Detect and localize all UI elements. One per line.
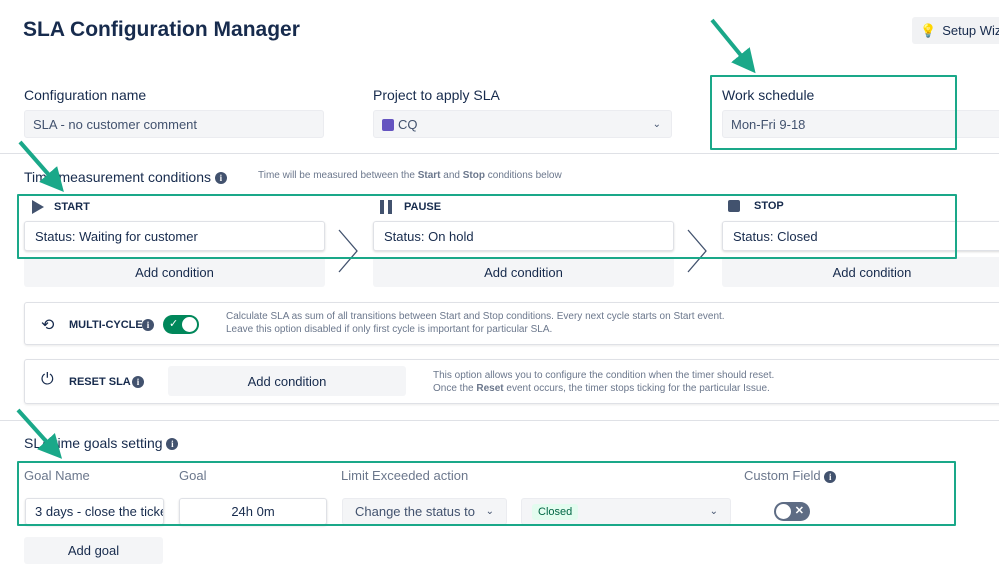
limit-action-value: Change the status to	[355, 504, 475, 519]
check-icon: ✓	[169, 318, 179, 330]
start-caption: START	[32, 200, 90, 214]
pause-condition[interactable]: Status: On hold	[373, 221, 674, 251]
reset-label: RESET SLA	[69, 376, 131, 388]
info-icon[interactable]: i	[214, 172, 227, 185]
goal-name-header: Goal Name	[24, 468, 90, 483]
add-goal-button[interactable]: Add goal	[24, 537, 163, 564]
pause-icon	[380, 200, 392, 214]
limit-action-header: Limit Exceeded action	[341, 468, 469, 483]
arrow-icon	[16, 408, 63, 459]
power-icon: ⏻	[41, 371, 54, 388]
page-title: SLA Configuration Manager	[23, 18, 300, 41]
close-icon: ✕	[794, 505, 804, 517]
chevron-down-icon: ⌄	[652, 118, 661, 130]
setup-wizard-label: Setup Wizard	[942, 23, 999, 38]
time-hint: Time will be measured between the Start …	[258, 170, 562, 181]
project-value: CQ	[398, 116, 418, 132]
reset-desc: This option allows you to configure the …	[433, 370, 775, 394]
highlight-box	[17, 461, 956, 526]
custom-field-toggle[interactable]: ✕	[774, 502, 810, 521]
project-select[interactable]: CQ ⌄	[373, 110, 672, 138]
chevron-down-icon: ⌄	[709, 506, 718, 517]
stop-condition[interactable]: Status: Closed	[722, 221, 999, 251]
highlight-box	[17, 194, 957, 259]
schedule-select[interactable]: Mon-Fri 9-18	[722, 110, 999, 138]
arrow-icon	[18, 140, 64, 193]
info-icon[interactable]: i	[824, 470, 837, 483]
multicycle-toggle[interactable]: ✓	[163, 315, 199, 334]
multicycle-card: ⟲ MULTI-CYCLE i ✓ Calculate SLA as sum o…	[24, 302, 999, 345]
chevron-right-icon	[338, 229, 358, 273]
history-icon: ⟲	[41, 317, 55, 334]
config-name-label: Configuration name	[24, 87, 147, 103]
status-lozenge: Closed	[532, 503, 579, 520]
reset-add-condition-button[interactable]: Add condition	[168, 366, 406, 396]
lightbulb-icon: 💡	[920, 22, 937, 38]
schedule-label: Work schedule	[722, 87, 815, 103]
status-select[interactable]: Closed ⌄	[521, 498, 731, 525]
config-name-input[interactable]: SLA - no customer comment	[24, 110, 324, 138]
info-icon[interactable]: i	[166, 438, 179, 451]
info-icon[interactable]: i	[142, 319, 154, 331]
pause-caption: PAUSE	[380, 200, 441, 214]
divider	[0, 153, 999, 154]
goal-header: Goal	[179, 468, 207, 483]
stop-caption: STOP	[728, 200, 784, 213]
chevron-down-icon: ⌄	[485, 506, 494, 517]
divider	[0, 420, 999, 421]
stop-icon	[728, 200, 740, 213]
arrow-icon	[710, 18, 756, 74]
multicycle-desc: Calculate SLA as sum of all transitions …	[226, 311, 725, 335]
info-icon[interactable]: i	[132, 376, 144, 388]
project-icon	[382, 119, 394, 132]
pause-add-condition-button[interactable]: Add condition	[373, 257, 674, 287]
setup-wizard-button[interactable]: 💡 Setup Wizard	[912, 17, 999, 44]
stop-add-condition-button[interactable]: Add condition	[722, 257, 999, 287]
chevron-right-icon	[687, 229, 707, 273]
custom-field-header: Custom Field i	[744, 468, 837, 483]
start-add-condition-button[interactable]: Add condition	[24, 257, 325, 287]
play-icon	[32, 200, 44, 214]
project-label: Project to apply SLA	[373, 87, 500, 103]
reset-card: ⏻ RESET SLA i Add condition This option …	[24, 359, 999, 404]
goal-name-input[interactable]: 3 days - close the ticket	[25, 498, 164, 525]
start-condition[interactable]: Status: Waiting for customer	[24, 221, 325, 251]
highlight-box	[710, 75, 957, 150]
time-heading: Time measurement conditions i	[24, 169, 227, 185]
multicycle-label: MULTI-CYCLE	[69, 319, 143, 331]
